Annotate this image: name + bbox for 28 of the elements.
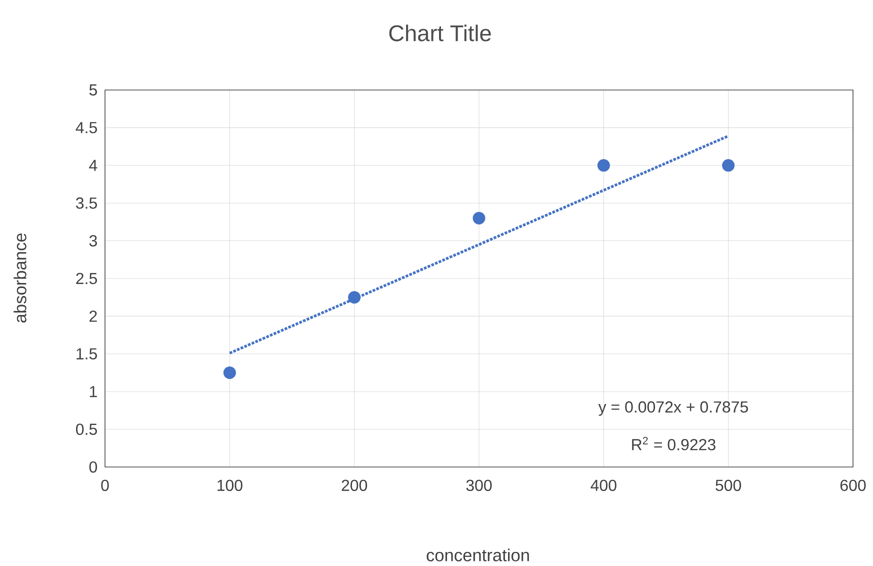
y-tick-label: 0 bbox=[89, 461, 98, 473]
point bbox=[223, 366, 236, 380]
x-axis-title: concentration bbox=[426, 548, 529, 562]
y-tick-label: 3.5 bbox=[76, 197, 97, 209]
x-tick-label: 400 bbox=[590, 480, 616, 492]
y-tick-label: 2 bbox=[90, 310, 97, 322]
y-tick-label: 5 bbox=[89, 84, 97, 96]
y-tick-label: 4.5 bbox=[76, 122, 97, 134]
y-axis-title: absorbance bbox=[14, 233, 26, 323]
annotation: y = 0.0072x + 0.7875 bbox=[598, 401, 748, 416]
y-tick-label: 4 bbox=[89, 160, 98, 171]
y-tick-label: 1.5 bbox=[76, 348, 97, 360]
x-tick-label: 300 bbox=[466, 480, 492, 492]
y-tick-label: 3 bbox=[89, 235, 97, 246]
x-tick-label: 0 bbox=[101, 480, 109, 492]
point bbox=[722, 159, 735, 172]
annotation: R$^{2}$ = 0.9223 bbox=[632, 436, 716, 450]
y-tick-label: 0.5 bbox=[76, 424, 97, 435]
x-tick-label: 100 bbox=[218, 480, 242, 492]
point bbox=[472, 212, 486, 224]
chart-title: Chart Title bbox=[389, 24, 491, 42]
point bbox=[348, 291, 361, 304]
x-tick-label: 600 bbox=[840, 480, 866, 492]
x-tick-label: 200 bbox=[342, 480, 368, 492]
x-tick-label: 500 bbox=[716, 480, 742, 492]
y-tick-label: 1 bbox=[90, 386, 97, 398]
y-tick-label: 2.5 bbox=[76, 272, 97, 284]
point bbox=[597, 159, 610, 172]
